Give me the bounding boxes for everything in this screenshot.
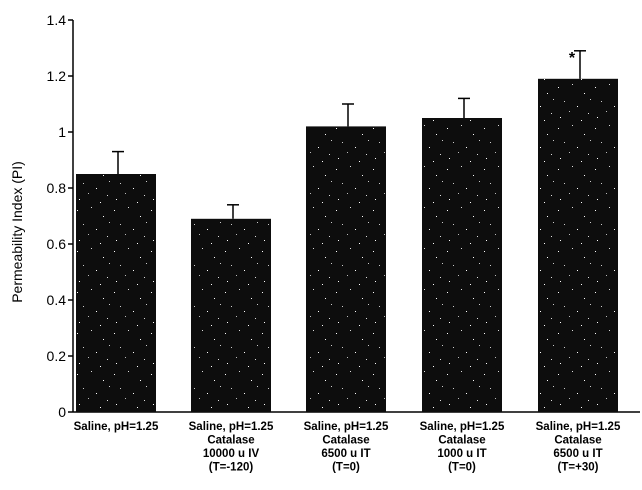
bar bbox=[306, 126, 386, 413]
y-tick-label: 1 bbox=[58, 124, 66, 140]
y-tick-label: 0.8 bbox=[47, 180, 67, 196]
y-tick-label: 0.4 bbox=[47, 292, 67, 308]
bars: * bbox=[76, 50, 618, 413]
x-category-label: Saline, pH=1.25 Catalase 10000 u IV (T=-120… bbox=[189, 421, 274, 474]
significance-marker: * bbox=[569, 50, 576, 67]
y-axis: 0 0.2 0.4 0.6 0.8 1 1.2 1.4 bbox=[47, 12, 640, 420]
x-category-label: Saline, pH=1.25 Catalase 6500 u IT (T=0) bbox=[304, 421, 389, 474]
y-tick-label: 1.4 bbox=[47, 12, 67, 28]
bar bbox=[538, 78, 618, 413]
x-category-label: Saline, pH=1.25 Catalase 1000 u IT (T=0) bbox=[420, 421, 505, 474]
y-tick-label: 0.2 bbox=[47, 348, 67, 364]
bar bbox=[76, 174, 156, 412]
y-tick-label: 0.6 bbox=[47, 236, 67, 252]
x-axis-labels: Saline, pH=1.25 Saline, pH=1.25 Catalase 10… bbox=[74, 421, 621, 474]
bar bbox=[191, 218, 271, 412]
y-axis-title: Permeability Index (PI) bbox=[9, 161, 25, 303]
bar bbox=[422, 118, 502, 412]
y-tick-label: 1.2 bbox=[47, 68, 67, 84]
y-tick-label: 0 bbox=[58, 404, 66, 420]
x-category-label: Saline, pH=1.25 Catalase 6500 u IT (T=+30) bbox=[536, 421, 621, 474]
x-category-label: Saline, pH=1.25 bbox=[74, 421, 159, 433]
